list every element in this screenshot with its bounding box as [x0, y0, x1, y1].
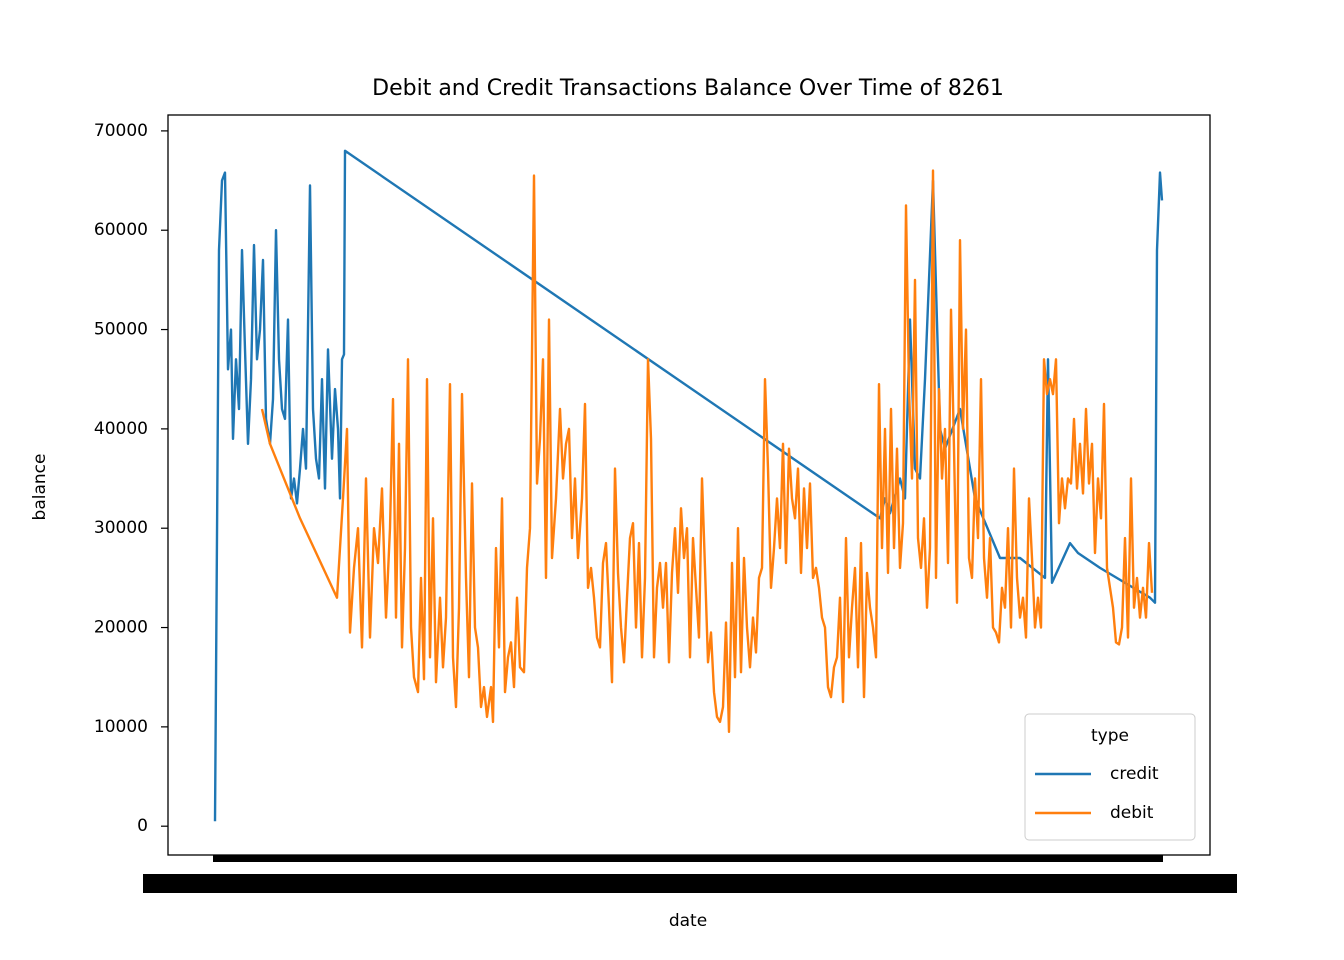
y-tick-label: 10000 — [94, 717, 148, 737]
chart-title: Debit and Credit Transactions Balance Ov… — [372, 76, 1004, 101]
plot-area — [213, 149, 1164, 822]
line-credit — [213, 149, 1164, 822]
x-axis-label: date — [669, 911, 707, 931]
legend-box — [1024, 713, 1196, 841]
y-tick-label: 20000 — [94, 618, 148, 638]
legend-title: type — [1091, 726, 1129, 746]
y-tick-label: 60000 — [94, 220, 148, 240]
y-tick-label: 40000 — [94, 419, 148, 439]
y-axis-label: balance — [30, 454, 50, 521]
legend-label: debit — [1110, 803, 1154, 823]
y-tick-label: 70000 — [94, 121, 148, 141]
line-debit — [260, 169, 1154, 733]
y-tick-label: 0 — [137, 816, 148, 836]
legend-label: credit — [1110, 764, 1159, 784]
y-tick-label: 30000 — [94, 518, 148, 538]
x-tick-marks-overlap — [213, 855, 1163, 862]
axes-frame — [167, 114, 1211, 856]
y-tick-label: 50000 — [94, 320, 148, 340]
x-tick-labels-overlap — [143, 874, 1237, 893]
